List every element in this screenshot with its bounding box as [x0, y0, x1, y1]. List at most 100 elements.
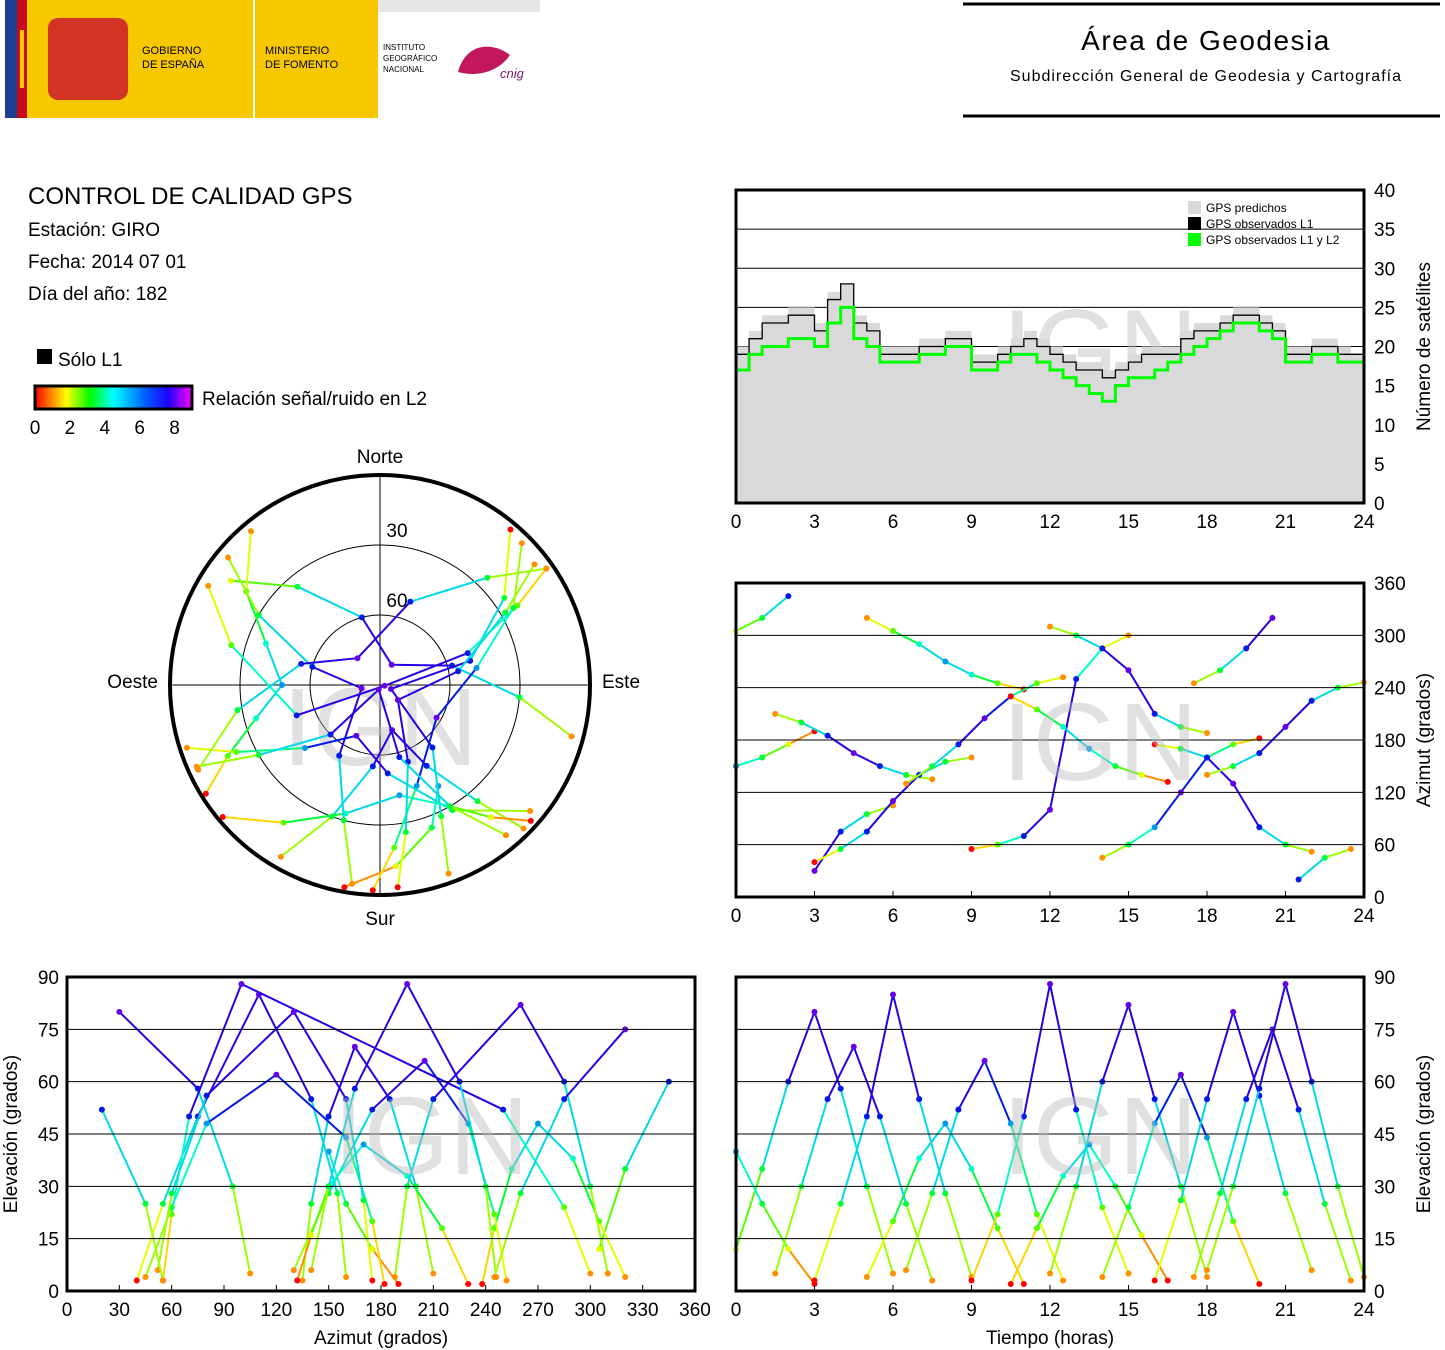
track-point	[369, 763, 376, 770]
track-point	[394, 884, 401, 891]
track-segment	[435, 667, 478, 719]
track-point	[294, 583, 301, 590]
track-segment	[761, 743, 789, 759]
track-segment	[476, 800, 525, 830]
track-point	[863, 1274, 870, 1281]
track-point	[1256, 824, 1263, 831]
track-segment	[814, 848, 842, 864]
track-segment	[377, 689, 401, 758]
track-segment	[1179, 1074, 1208, 1138]
track-point	[1177, 1197, 1184, 1204]
track-segment	[331, 765, 374, 818]
track-point	[1125, 667, 1132, 674]
track-segment	[415, 717, 438, 787]
track-point	[1138, 771, 1145, 778]
track-point	[1204, 771, 1210, 778]
track-segment	[879, 765, 907, 776]
track-segment	[311, 665, 363, 690]
track-segment	[787, 730, 815, 746]
track-segment	[475, 607, 515, 669]
track-point	[1230, 780, 1237, 787]
x-tick-label: 15	[1118, 512, 1139, 533]
track-segment	[853, 752, 881, 768]
track-point	[837, 1200, 844, 1207]
track-segment	[996, 1227, 1025, 1285]
track-point	[404, 1172, 411, 1179]
y-tick-label: 360	[1374, 574, 1406, 595]
chart: 0 60 120 180 240 300 360 0 3 6 9 12 15 18 21 24 Azimut (…	[731, 574, 1435, 927]
track-point	[407, 598, 414, 605]
track-segment	[1245, 617, 1274, 650]
track-segment	[1075, 1109, 1104, 1208]
track-point	[341, 884, 348, 891]
track-segment	[361, 616, 393, 666]
track-segment	[1284, 983, 1313, 1082]
track-segment	[487, 567, 547, 579]
legend-swatch	[1188, 233, 1201, 246]
track-segment	[391, 729, 428, 767]
x-tick-label: 30	[109, 1300, 130, 1321]
track-point	[772, 710, 779, 717]
track-segment	[1180, 747, 1208, 759]
track-point	[1125, 1204, 1132, 1211]
track-point	[325, 1113, 332, 1120]
direction-label: Oeste	[107, 672, 158, 693]
track-segment	[918, 1122, 947, 1160]
track-segment	[310, 1116, 330, 1204]
track-segment	[1271, 1029, 1300, 1110]
track-point	[238, 980, 245, 987]
track-point	[203, 1120, 210, 1127]
track-segment	[1245, 1028, 1274, 1100]
track-point	[439, 1225, 446, 1232]
track-point	[507, 526, 514, 533]
track-point	[299, 1277, 306, 1284]
x-tick-label: 21	[1275, 512, 1296, 533]
track-point	[1204, 1096, 1210, 1103]
track-segment	[865, 994, 894, 1117]
track-point	[133, 1277, 140, 1284]
track-point	[903, 780, 910, 787]
track-segment	[161, 1214, 173, 1281]
track-segment	[1232, 737, 1260, 746]
track-segment	[996, 1116, 1025, 1215]
track-point	[1177, 745, 1184, 752]
track-point	[1020, 1113, 1027, 1120]
track-point	[455, 668, 462, 675]
coat-of-arms	[48, 18, 128, 100]
track-point	[351, 1085, 358, 1092]
track-point	[255, 612, 262, 618]
track-point	[968, 1277, 975, 1284]
track-point	[369, 1246, 376, 1253]
track-point	[824, 1096, 831, 1103]
track-segment	[227, 557, 260, 616]
track-point	[386, 1096, 393, 1103]
x-tick-label: 150	[313, 1300, 345, 1321]
track-segment	[1036, 1175, 1064, 1229]
track-segment	[1153, 1199, 1182, 1281]
track-point	[929, 1190, 936, 1197]
track-point	[622, 1274, 629, 1281]
track-segment	[761, 1081, 790, 1170]
track-point	[837, 1085, 844, 1092]
track-point	[1347, 846, 1354, 853]
track-segment	[1127, 1004, 1156, 1100]
track-point	[604, 1270, 611, 1277]
track-segment	[787, 1248, 816, 1285]
track-segment	[589, 1186, 609, 1274]
track-segment	[1206, 1011, 1235, 1100]
track-point	[1282, 1190, 1289, 1197]
track-segment	[1219, 647, 1247, 671]
track-segment	[1285, 843, 1312, 853]
track-segment	[188, 983, 243, 1117]
track-segment	[371, 1221, 386, 1285]
track-segment	[1324, 848, 1352, 859]
track-segment	[1336, 1186, 1365, 1278]
x-tick-label: 3	[809, 1300, 820, 1321]
track-segment	[170, 1095, 208, 1194]
track-point	[327, 731, 334, 738]
track-point	[186, 1113, 193, 1120]
track-segment	[1101, 647, 1130, 671]
colorbar-tick-label: 0	[30, 418, 41, 439]
